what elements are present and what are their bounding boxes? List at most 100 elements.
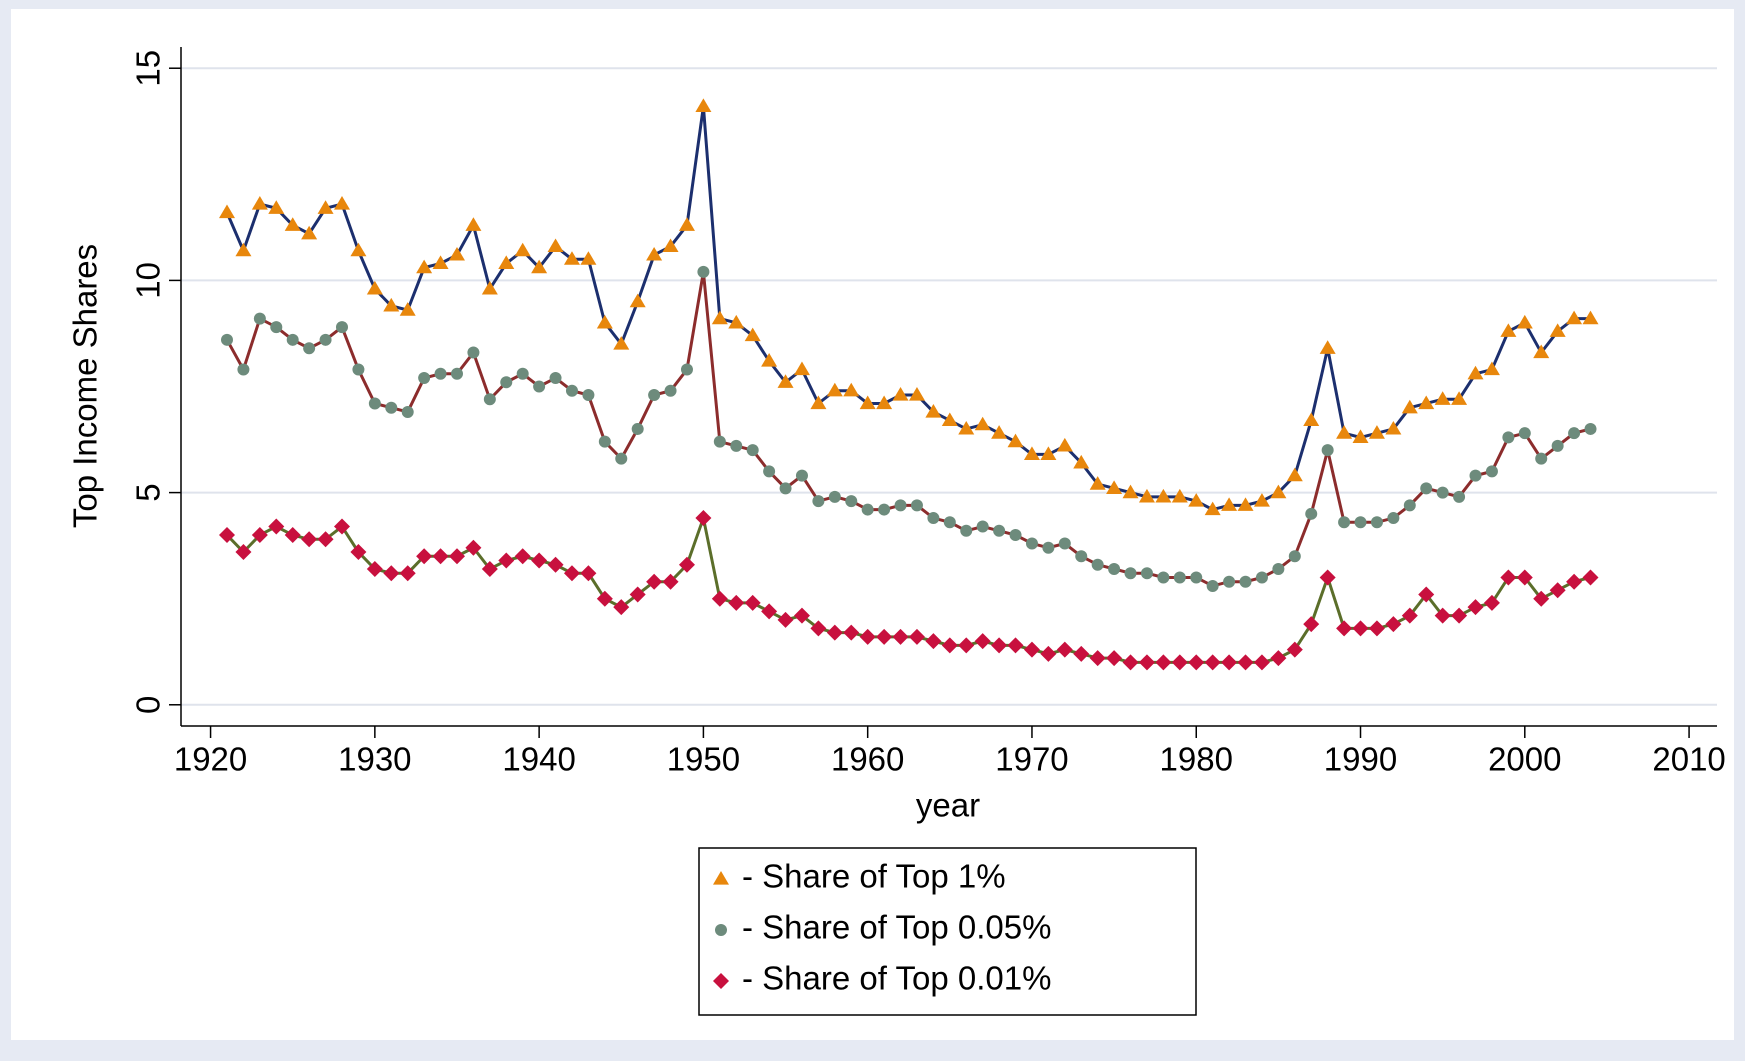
marker — [1401, 607, 1418, 624]
marker — [1584, 422, 1597, 435]
marker — [629, 293, 646, 308]
marker — [1272, 562, 1285, 575]
marker — [859, 395, 876, 410]
x-tick-label: 1940 — [502, 741, 575, 778]
marker — [795, 469, 808, 482]
marker — [448, 246, 465, 261]
marker — [1253, 654, 1270, 671]
marker — [925, 403, 942, 418]
marker — [514, 548, 531, 565]
marker — [908, 628, 925, 645]
marker — [941, 412, 958, 427]
marker — [1023, 641, 1040, 658]
marker — [218, 527, 235, 544]
marker — [843, 382, 860, 397]
marker — [317, 200, 334, 214]
marker — [1582, 310, 1599, 325]
marker — [399, 302, 416, 316]
marker — [251, 527, 268, 544]
marker — [368, 397, 381, 410]
y-tick-label: 10 — [130, 262, 167, 299]
marker — [448, 548, 465, 565]
marker — [1535, 452, 1548, 465]
marker — [1336, 620, 1353, 637]
marker — [286, 333, 299, 346]
marker — [1338, 516, 1351, 529]
marker — [1286, 467, 1303, 482]
marker — [483, 393, 496, 406]
marker — [284, 527, 301, 544]
marker — [1040, 645, 1057, 662]
marker — [547, 556, 564, 573]
marker — [1221, 497, 1238, 511]
marker — [481, 280, 498, 295]
marker — [892, 628, 909, 645]
marker — [1190, 571, 1203, 584]
x-tick-label: 1960 — [831, 741, 904, 778]
marker — [1368, 425, 1385, 439]
marker — [268, 200, 285, 214]
marker — [399, 565, 416, 582]
marker — [432, 255, 449, 270]
marker — [646, 246, 663, 261]
marker — [301, 531, 318, 548]
marker — [1288, 550, 1301, 563]
marker — [861, 503, 874, 516]
marker — [235, 242, 252, 257]
marker — [1171, 488, 1188, 503]
marker — [1485, 465, 1498, 478]
marker — [531, 259, 548, 274]
legend — [698, 847, 1197, 1016]
marker — [713, 973, 729, 989]
marker — [1025, 537, 1038, 550]
marker — [678, 217, 695, 231]
marker — [547, 238, 564, 253]
marker — [1305, 507, 1318, 520]
marker — [1354, 516, 1367, 529]
marker — [713, 871, 729, 885]
marker — [746, 444, 759, 457]
marker — [728, 314, 745, 329]
marker — [845, 495, 858, 508]
x-tick-label: 1970 — [995, 741, 1068, 778]
y-tick-label: 0 — [130, 696, 167, 714]
marker — [1089, 476, 1106, 490]
marker — [516, 367, 529, 380]
marker — [664, 384, 677, 397]
marker — [218, 204, 235, 219]
marker — [383, 565, 400, 582]
marker — [450, 367, 463, 380]
marker — [1089, 650, 1106, 667]
marker — [1237, 654, 1254, 671]
marker — [500, 376, 513, 389]
marker — [1566, 310, 1583, 325]
marker — [958, 637, 975, 654]
legend-label: - Share of Top 0.05% — [742, 909, 1051, 946]
marker — [744, 594, 761, 611]
marker — [662, 573, 679, 590]
marker — [697, 265, 710, 278]
marker — [728, 594, 745, 611]
marker — [1568, 427, 1581, 440]
marker — [1303, 616, 1320, 633]
marker — [465, 539, 482, 556]
marker — [533, 380, 546, 393]
marker — [416, 259, 433, 274]
marker — [711, 590, 728, 607]
marker — [1533, 344, 1550, 359]
marker — [1368, 620, 1385, 637]
marker — [563, 565, 580, 582]
marker — [1223, 575, 1236, 588]
marker — [662, 238, 679, 253]
marker — [826, 382, 843, 397]
marker — [284, 217, 301, 231]
marker — [563, 251, 580, 265]
marker — [1091, 558, 1104, 571]
marker — [1056, 641, 1073, 658]
marker — [1204, 501, 1221, 516]
x-tick-label: 2000 — [1488, 741, 1561, 778]
y-axis-title: Top Income Shares — [67, 244, 104, 528]
marker — [1502, 431, 1515, 444]
marker — [251, 196, 268, 210]
marker — [1418, 586, 1435, 603]
